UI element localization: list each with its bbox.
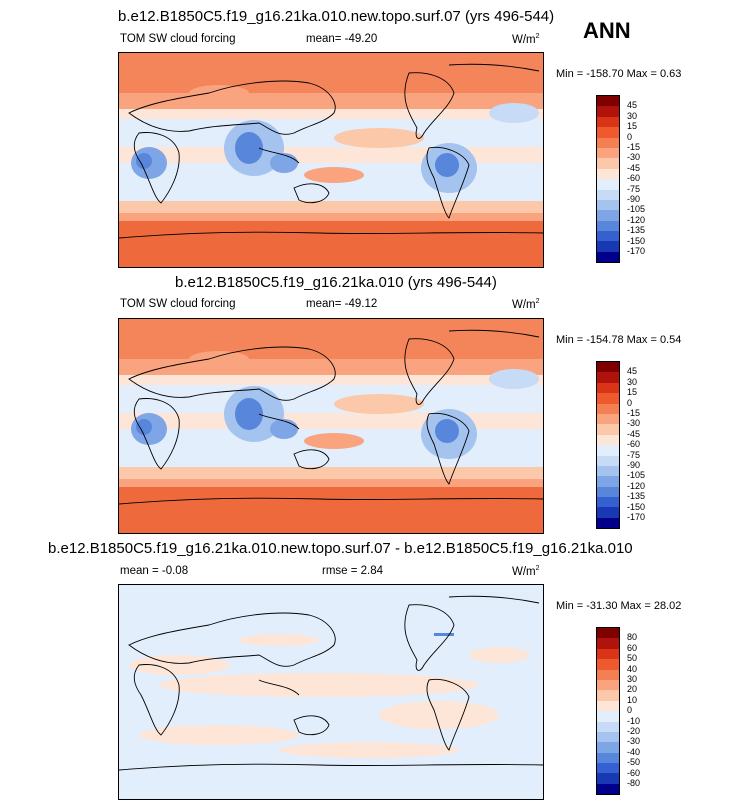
colorbar-tick-label: -45 [627, 162, 641, 173]
colorbar-tick-label: -135 [627, 225, 646, 236]
colorbar-tick-label: 0 [627, 397, 633, 408]
colorbar-tick-label: -15 [627, 408, 641, 418]
colorbar-tick-label: -50 [627, 757, 641, 768]
colorbar-tick-label: -90 [627, 194, 641, 204]
colorbar-tick-label: -40 [627, 746, 641, 757]
colorbar-tick-label: -20 [627, 726, 641, 736]
colorbar-tick-label: -80 [627, 778, 641, 788]
colorbar-tick-label: 15 [627, 387, 638, 398]
colorbar-tick-label: -15 [627, 142, 641, 152]
panel-1-map [118, 52, 544, 268]
panel-2-minmax: Min = -154.78 Max = 0.54 [556, 334, 682, 346]
colorbar-tick-label: -150 [627, 501, 646, 512]
panel-2-title: b.e12.B1850C5.f19_g16.21ka.010 (yrs 496-… [175, 274, 497, 291]
panel-1-colorbar [596, 95, 620, 263]
panel-2-mean: mean= -49.12 [306, 298, 378, 310]
colorbar-tick-label: 80 [627, 632, 638, 643]
colorbar-tick-label: -60 [627, 173, 641, 184]
season-label: ANN [583, 18, 631, 43]
colorbar-tick-label: 0 [627, 705, 633, 716]
panel-2-variable: TOM SW cloud forcing [120, 298, 236, 310]
panel-3-rmse: rmse = 2.84 [322, 565, 384, 577]
colorbar-tick-label: 10 [627, 694, 638, 705]
panel-2-colorbar [596, 361, 620, 529]
colorbar-tick-label: -60 [627, 439, 641, 450]
colorbar-tick-label: -75 [627, 449, 641, 460]
colorbar-tick-label: 60 [627, 642, 638, 653]
colorbar-tick-label: 30 [627, 674, 638, 684]
panel-3-colorbar [596, 627, 620, 795]
panel-1-title: b.e12.B1850C5.f19_g16.21ka.010.new.topo.… [118, 8, 555, 25]
colorbar-tick-label: 30 [627, 376, 638, 387]
colorbar-tick-label: 45 [627, 100, 638, 111]
colorbar-tick-label: -75 [627, 183, 641, 194]
colorbar-tick-label: 50 [627, 653, 638, 664]
panel-3-minmax: Min = -31.30 Max = 28.02 [556, 600, 682, 612]
colorbar-tick-label: -105 [627, 470, 646, 481]
colorbar-tick-label: -135 [627, 491, 646, 502]
colorbar-tick-label: 20 [627, 684, 638, 695]
colorbar-tick-label: -150 [627, 235, 646, 246]
colorbar-tick-label: -30 [627, 418, 641, 429]
colorbar-tick-label: 0 [627, 131, 633, 142]
colorbar-tick-label: -60 [627, 767, 641, 778]
colorbar-tick-label: 40 [627, 663, 638, 674]
colorbar-tick-label: -45 [627, 428, 641, 439]
panel-1-units: W/m2 [512, 33, 540, 46]
panel-1-minmax: Min = -158.70 Max = 0.63 [556, 68, 682, 80]
colorbar-tick-label: -120 [627, 480, 646, 491]
colorbar-tick-label: -30 [627, 152, 641, 163]
panel-3-units: W/m2 [512, 565, 540, 578]
colorbar-tick-label: -90 [627, 460, 641, 470]
panel-1-variable: TOM SW cloud forcing [120, 33, 236, 45]
colorbar-tick-label: -170 [627, 246, 646, 256]
panel-2-units: W/m2 [512, 298, 540, 311]
panel-1-mean: mean= -49.20 [306, 33, 378, 45]
colorbar-tick-label: -170 [627, 512, 646, 522]
colorbar-tick-label: -120 [627, 214, 646, 225]
colorbar-tick-label: 45 [627, 366, 638, 377]
panel-3-map [118, 584, 544, 800]
panel-3-mean: mean = -0.08 [120, 565, 189, 577]
colorbar-tick-label: -10 [627, 715, 641, 726]
colorbar-tick-label: -105 [627, 204, 646, 215]
colorbar-tick-label: 30 [627, 110, 638, 121]
colorbar-tick-label: -30 [627, 736, 641, 747]
panel-3-title: b.e12.B1850C5.f19_g16.21ka.010.new.topo.… [48, 540, 633, 557]
colorbar-tick-label: 15 [627, 121, 638, 132]
panel-2-map [118, 318, 544, 534]
